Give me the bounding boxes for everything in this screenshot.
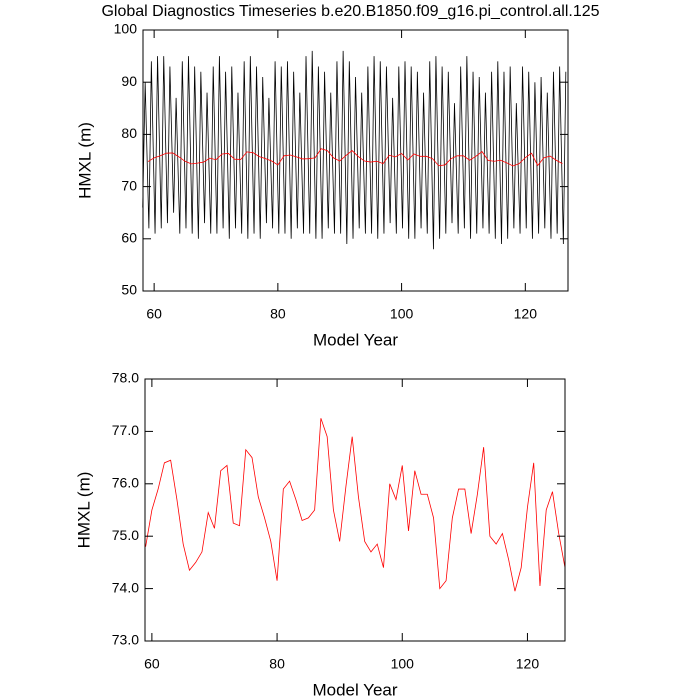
x-tick-label: 100 xyxy=(390,306,414,322)
x-axis-label: Model Year xyxy=(312,680,397,699)
y-tick-label: 90 xyxy=(121,73,137,89)
y-axis-label: HMXL (m) xyxy=(75,122,94,199)
x-tick-label: 120 xyxy=(514,306,538,322)
x-tick-label: 80 xyxy=(270,306,286,322)
x-tick-label: 100 xyxy=(391,656,415,672)
x-tick-label: 80 xyxy=(269,656,285,672)
y-tick-label: 77.0 xyxy=(112,422,139,438)
y-tick-label: 73.0 xyxy=(112,632,139,648)
plot-frame xyxy=(144,378,566,642)
y-tick-label: 50 xyxy=(121,282,137,298)
y-tick-label: 80 xyxy=(121,125,137,141)
series-line xyxy=(147,148,563,167)
x-axis-label: Model Year xyxy=(313,330,398,349)
y-tick-label: 78.0 xyxy=(112,370,139,386)
y-axis-label: HMXL (m) xyxy=(74,472,93,549)
y-tick-label: 70 xyxy=(121,177,137,193)
y-tick-label: 60 xyxy=(121,230,137,246)
series-line xyxy=(142,50,567,250)
x-tick-label: 120 xyxy=(516,656,540,672)
y-tick-label: 75.0 xyxy=(112,527,139,543)
y-tick-label: 76.0 xyxy=(112,475,139,491)
chart-title: Global Diagnostics Timeseries b.e20.B185… xyxy=(101,3,599,20)
plot-frame xyxy=(142,29,569,292)
y-tick-label: 100 xyxy=(114,21,138,37)
x-tick-label: 60 xyxy=(146,306,162,322)
x-tick-label: 60 xyxy=(144,656,160,672)
y-tick-label: 74.0 xyxy=(112,579,139,595)
series-line xyxy=(145,418,566,592)
